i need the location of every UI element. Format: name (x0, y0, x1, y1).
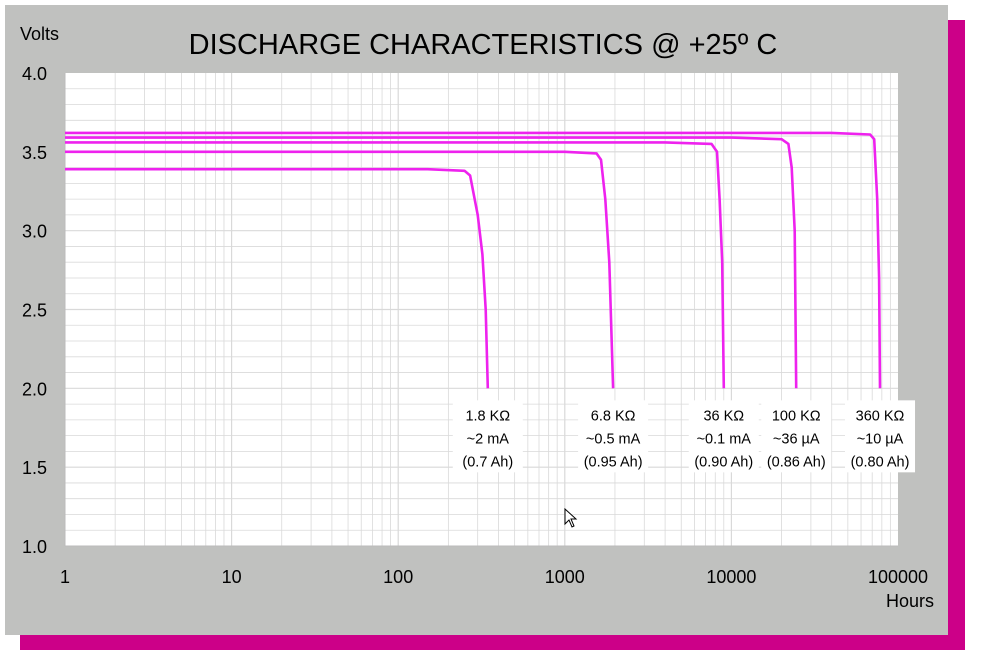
series-label-line: (0.95 Ah) (584, 454, 643, 470)
y-tick-label: 3.0 (22, 222, 47, 242)
series-label-line: 360 KΩ (856, 408, 905, 424)
series-label-box (452, 400, 523, 473)
y-tick-label: 2.5 (22, 301, 47, 321)
series-label-box (688, 400, 759, 473)
series-label-box (845, 400, 916, 473)
series-label-line: 36 KΩ (703, 408, 744, 424)
series-label-line: 100 KΩ (772, 408, 821, 424)
series-lines (65, 131, 882, 389)
chart-title: DISCHARGE CHARACTERISTICS @ +25º C (189, 29, 778, 61)
x-tick-label: 100000 (868, 567, 928, 587)
x-tick-label: 10000 (706, 567, 756, 587)
y-tick-label: 4.0 (22, 64, 47, 84)
series-label-line: 6.8 KΩ (591, 408, 636, 424)
series-label-line: (0.80 Ah) (851, 454, 910, 470)
y-tick-label: 1.5 (22, 458, 47, 478)
series-line-1 (65, 167, 490, 389)
series-label-line: ~0.1 mA (697, 431, 752, 447)
series-label-line: (0.90 Ah) (694, 454, 753, 470)
axes: DISCHARGE CHARACTERISTICS @ +25º C Volts… (20, 24, 934, 611)
series-line-5 (65, 131, 882, 389)
y-tick-label: 3.5 (22, 143, 47, 163)
series-label-line: 1.8 KΩ (465, 408, 510, 424)
y-tick-label: 1.0 (22, 537, 47, 557)
y-tick-label: 2.0 (22, 379, 47, 399)
series-line-4 (65, 136, 798, 389)
x-tick-label: 1000 (545, 567, 585, 587)
series-line-2 (65, 150, 615, 389)
series-label-line: ~10 µA (857, 431, 904, 447)
series-label-line: (0.7 Ah) (462, 454, 513, 470)
series-labels: 1.8 KΩ ~2 mA (0.7 Ah) 6.8 KΩ ~0.5 mA (0.95 Ah… (452, 400, 916, 473)
mouse-cursor-icon (564, 508, 578, 528)
series-line-3 (65, 141, 726, 389)
x-tick-label: 1 (60, 567, 70, 587)
series-label-line: ~36 µA (773, 431, 820, 447)
series-label-line: ~0.5 mA (586, 431, 641, 447)
x-axis-label: Hours (886, 591, 934, 611)
series-label-box (761, 400, 832, 473)
series-label-line: ~2 mA (467, 431, 510, 447)
series-label-box (578, 400, 649, 473)
x-tick-label: 100 (383, 567, 413, 587)
y-axis-label: Volts (20, 24, 59, 44)
series-label-line: (0.86 Ah) (767, 454, 826, 470)
x-tick-label: 10 (222, 567, 242, 587)
